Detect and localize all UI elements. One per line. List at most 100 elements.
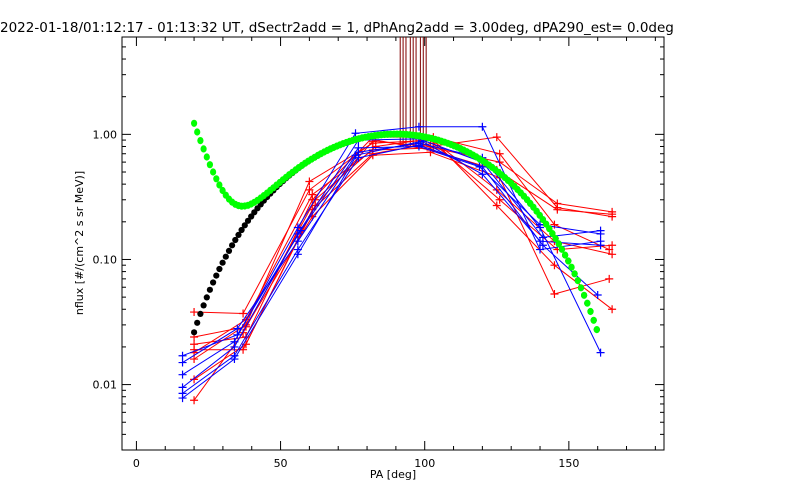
data-point (536, 245, 545, 254)
data-point (538, 233, 547, 242)
data-point (492, 201, 501, 210)
fit-point (194, 319, 201, 326)
vertical-markers (399, 37, 427, 147)
series-line (193, 142, 613, 380)
fit-point (213, 175, 220, 183)
x-tick-label: 0 (133, 457, 140, 470)
data-point (608, 212, 617, 221)
y-tick-label: 1.00 (93, 128, 118, 141)
data-point (178, 370, 187, 379)
fit-point (206, 286, 213, 293)
data-point (608, 305, 617, 314)
fit-point (235, 231, 242, 238)
series-red (190, 133, 614, 349)
fit-point (549, 230, 556, 238)
fit-point (244, 217, 252, 224)
fit-point (562, 251, 569, 259)
data-point (178, 351, 187, 360)
fit-curves (191, 119, 600, 336)
fit-point (590, 316, 597, 324)
data-point (305, 185, 314, 194)
data-point (605, 245, 614, 254)
fit-point (225, 247, 233, 254)
fit-point (200, 302, 207, 309)
series-blue (178, 139, 605, 403)
series-line (182, 138, 601, 388)
data-point (550, 261, 559, 270)
x-tick-label: 150 (558, 457, 579, 470)
series-red (190, 139, 617, 384)
data-point (478, 170, 487, 179)
data-point (495, 149, 504, 158)
fit-point (568, 263, 575, 271)
fit-point (219, 259, 226, 266)
data-point (593, 291, 602, 299)
series-line (182, 142, 602, 399)
data-point (414, 122, 423, 131)
data-point (190, 396, 199, 405)
y-tick-label: 0.01 (93, 379, 118, 392)
fit-point (203, 153, 210, 161)
data-point (293, 245, 302, 254)
fit-point (222, 253, 229, 260)
data-point (414, 142, 423, 151)
fit-point (584, 299, 591, 307)
data-point (536, 220, 545, 229)
data-point (354, 143, 363, 152)
fit-point (574, 277, 581, 285)
chart-title: 2022-01-18/01:12:17 - 01:13:32 UT, dSect… (0, 20, 674, 36)
fit-green (191, 119, 600, 334)
fit-point (216, 265, 223, 273)
fit-point (581, 291, 588, 299)
data-point (608, 241, 617, 250)
fit-point (216, 181, 223, 189)
data-point (475, 162, 484, 171)
y-tick-label: 0.10 (93, 253, 118, 266)
x-tick-label: 50 (274, 457, 288, 470)
fit-point (210, 168, 217, 176)
fit-point (593, 326, 600, 334)
data-point (190, 340, 199, 349)
fit-point (232, 236, 239, 244)
data-series (178, 122, 617, 405)
fit-point (577, 284, 585, 292)
fit-point (238, 226, 245, 234)
data-point (230, 351, 239, 360)
data-point (495, 158, 504, 167)
fit-point (558, 245, 566, 253)
data-point (239, 309, 248, 318)
data-point (596, 226, 605, 235)
data-point (293, 229, 302, 238)
series-line (182, 140, 601, 364)
fit-point (203, 294, 210, 301)
data-point (190, 375, 199, 384)
series-blue (178, 134, 605, 392)
data-point (553, 203, 562, 212)
plot-frame (121, 36, 665, 451)
fit-point (555, 240, 562, 248)
fit-point (229, 242, 236, 249)
fit-point (587, 307, 594, 316)
data-point (596, 241, 605, 250)
fit-point (194, 128, 201, 136)
fit-point (565, 257, 572, 265)
data-point (178, 383, 187, 392)
fit-point (571, 270, 578, 278)
series-blue (178, 141, 602, 398)
fit-point (213, 272, 220, 279)
data-point (190, 308, 199, 317)
data-point (596, 348, 605, 357)
fit-point (210, 279, 217, 286)
data-point (538, 241, 547, 250)
data-point (492, 133, 501, 142)
fit-point (206, 161, 213, 169)
data-point (351, 151, 360, 160)
data-point (492, 185, 501, 194)
fit-point (191, 329, 198, 336)
fit-point (197, 310, 204, 317)
data-point (478, 122, 487, 131)
data-point (239, 328, 248, 337)
fit-point (200, 145, 207, 153)
series-blue (178, 142, 605, 360)
